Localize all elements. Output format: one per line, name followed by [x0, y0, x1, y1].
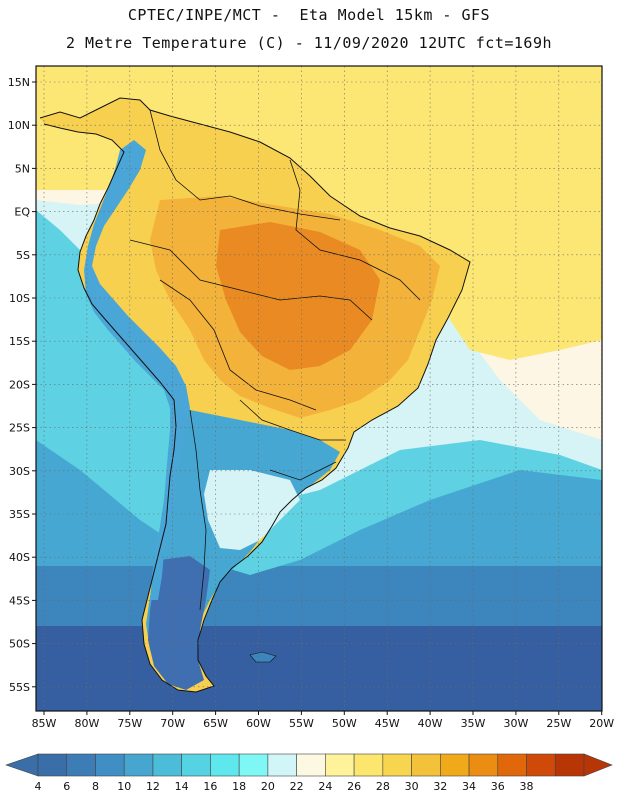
lon-label: 70W	[160, 717, 185, 730]
legend-label: 10	[117, 780, 131, 793]
lat-label: 10N	[8, 119, 30, 132]
legend-label: 8	[92, 780, 99, 793]
legend-swatch	[123, 753, 154, 777]
lat-label: 10S	[9, 292, 30, 305]
lat-label: 35S	[9, 508, 30, 521]
legend-swatch	[497, 753, 527, 777]
legend-label: 32	[433, 780, 447, 793]
lon-label: 35W	[461, 717, 486, 730]
border-brazil-states	[289, 159, 421, 301]
border-amazon	[129, 239, 373, 321]
border-bolivia	[159, 279, 317, 411]
legend-swatch	[382, 753, 412, 777]
coastline	[39, 97, 471, 693]
lat-label: 55S	[9, 681, 30, 694]
color-legend-labels: 4 6 8 10 12 14 16 18 20 22 24 26 28 30 32 34 36 38	[35, 780, 534, 793]
legend-swatch	[353, 753, 384, 777]
lat-label: 20S	[9, 378, 30, 391]
legend-swatch	[181, 753, 211, 777]
legend-label: 12	[146, 780, 160, 793]
border-chile-argentina	[189, 409, 207, 611]
lon-label: 85W	[32, 717, 57, 730]
legend-label: 36	[491, 780, 505, 793]
legend-label: 26	[347, 780, 361, 793]
map-frame	[35, 65, 603, 712]
legend-swatch	[152, 753, 182, 777]
border-uruguay	[269, 461, 337, 481]
legend-swatch	[267, 753, 297, 777]
lon-label: 80W	[74, 717, 99, 730]
lat-label: EQ	[14, 206, 30, 219]
color-legend-boxes	[5, 753, 613, 777]
legend-label: 16	[203, 780, 217, 793]
lon-label: 45W	[375, 717, 400, 730]
legend-arrow-left	[5, 753, 39, 777]
lat-label: 5S	[16, 249, 30, 262]
lat-label: 30S	[9, 465, 30, 478]
lon-label: 30W	[503, 717, 528, 730]
legend-label: 22	[290, 780, 304, 793]
lon-label: 50W	[332, 717, 357, 730]
lon-label: 65W	[203, 717, 228, 730]
land-patagonia	[148, 556, 210, 690]
map-title-line-1: CPTEC/INPE/MCT - Eta Model 15km - GFS	[127, 6, 491, 24]
legend-label: 4	[35, 780, 42, 793]
legend-swatch	[526, 753, 556, 777]
color-legend: 4 6 8 10 12 14 16 18 20 22 24 26 28 30 32 34 36 38	[5, 753, 613, 793]
lon-label: 60W	[246, 717, 271, 730]
legend-label: 38	[520, 780, 534, 793]
legend-swatch	[325, 753, 355, 777]
lat-label: 15N	[8, 76, 30, 89]
map-field	[36, 66, 602, 711]
legend-swatch	[210, 753, 240, 777]
legend-label: 18	[232, 780, 246, 793]
lon-label: 75W	[117, 717, 142, 730]
lon-label: 40W	[418, 717, 443, 730]
legend-label: 14	[175, 780, 189, 793]
map-title-line-2: 2 Metre Temperature (C) - 11/09/2020 12U…	[65, 34, 553, 52]
legend-swatch	[554, 753, 585, 777]
lat-label: 25S	[9, 422, 30, 435]
legend-swatch	[37, 753, 68, 777]
andes-cordillera	[84, 140, 190, 600]
legend-label: 28	[376, 780, 390, 793]
lat-label: 15S	[9, 335, 30, 348]
lon-label: 20W	[589, 717, 614, 730]
lat-label: 50S	[9, 638, 30, 651]
longitude-labels: 85W 80W 75W 70W 65W 60W 55W 50W 45W 40W 35W 30W 25W 2…	[32, 711, 614, 730]
legend-swatch	[238, 753, 269, 777]
legend-swatch	[411, 753, 441, 777]
lat-label: 5N	[15, 162, 30, 175]
legend-label: 6	[63, 780, 70, 793]
lat-label: 45S	[9, 594, 30, 607]
lon-label: 55W	[289, 717, 314, 730]
land-hot-core	[216, 222, 380, 370]
legend-label: 34	[462, 780, 476, 793]
legend-swatch	[296, 753, 326, 777]
land-pampas	[204, 470, 300, 550]
legend-swatch	[440, 753, 470, 777]
latitude-labels: 15N 10N 5N EQ 5S 10S 15S 20S 25S 30S 35S 40S 45S 50S 5…	[8, 76, 36, 694]
legend-label: 24	[318, 780, 332, 793]
falkland-islands	[249, 651, 277, 663]
lon-label: 25W	[546, 717, 571, 730]
legend-swatch	[66, 753, 96, 777]
temperature-map: 15N 10N 5N EQ 5S 10S 15S 20S 25S 30S 35S 40S 45S 50S 5…	[8, 65, 614, 730]
legend-label: 30	[405, 780, 419, 793]
legend-arrow-right	[583, 753, 613, 777]
border-paraguay	[239, 399, 346, 441]
legend-swatch	[95, 753, 125, 777]
lat-label: 40S	[9, 551, 30, 564]
border-north	[149, 109, 341, 221]
legend-label: 20	[261, 780, 275, 793]
legend-swatch	[468, 753, 499, 777]
